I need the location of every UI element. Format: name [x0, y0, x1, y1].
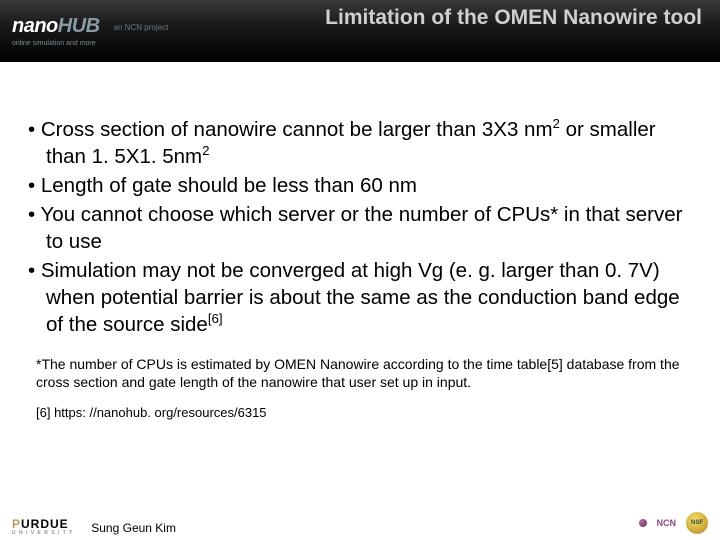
nsf-icon: NSF [686, 512, 708, 534]
ncn-icon [639, 519, 647, 527]
header-bar: nanoHUB online simulation and more an NC… [0, 0, 720, 62]
footnote-ref6: [6] https: //nanohub. org/resources/6315 [0, 405, 720, 420]
ncn-project-badge: an NCN project [114, 23, 169, 32]
footnote-cpus: *The number of CPUs is estimated by OMEN… [0, 356, 720, 391]
bullet-3: You cannot choose which server or the nu… [28, 201, 692, 255]
footer-left: PURDUE U N I V E R S I T Y Sung Geun Kim [12, 517, 176, 536]
footer: PURDUE U N I V E R S I T Y Sung Geun Kim… [0, 510, 720, 540]
footer-right: NCN NSF [639, 512, 709, 534]
bullet-list: Cross section of nanowire cannot be larg… [28, 116, 692, 338]
logo-hub: HUB [58, 15, 100, 37]
purdue-sublabel: U N I V E R S I T Y [12, 530, 73, 536]
logo-nano: nano [12, 15, 58, 37]
logo-tagline: online simulation and more [12, 40, 100, 47]
author-name: Sung Geun Kim [91, 521, 176, 535]
nanohub-logo: nanoHUB online simulation and more [12, 15, 100, 47]
purdue-logo: PURDUE U N I V E R S I T Y [12, 517, 73, 536]
logo-area: nanoHUB online simulation and more an NC… [12, 15, 168, 47]
content-area: Cross section of nanowire cannot be larg… [0, 62, 720, 338]
bullet-4: Simulation may not be converged at high … [28, 257, 692, 338]
slide-title: Limitation of the OMEN Nanowire tool [325, 6, 702, 30]
ncn-label: NCN [657, 518, 677, 528]
bullet-2: Length of gate should be less than 60 nm [28, 172, 692, 199]
bullet-1: Cross section of nanowire cannot be larg… [28, 116, 692, 170]
